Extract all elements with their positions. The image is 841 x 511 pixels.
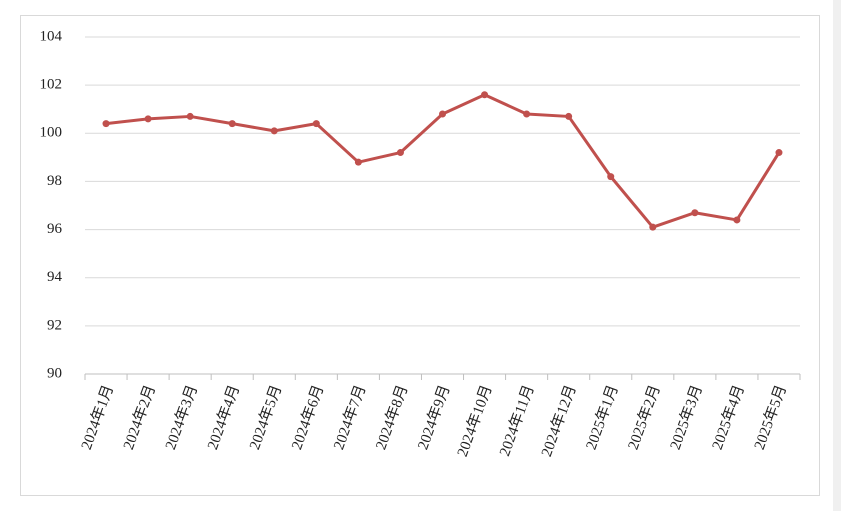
y-tick-label: 104 <box>40 28 63 44</box>
point <box>186 112 194 120</box>
point <box>607 173 615 181</box>
point <box>691 209 699 217</box>
y-tick-label: 96 <box>47 221 63 237</box>
chart-border <box>20 15 820 496</box>
point <box>228 120 236 128</box>
point <box>396 149 404 157</box>
y-tick-label: 100 <box>40 125 63 141</box>
y-tick-label: 94 <box>47 269 63 285</box>
point <box>733 216 741 224</box>
point <box>439 110 446 118</box>
point <box>565 112 573 120</box>
y-tick-label: 102 <box>40 77 63 93</box>
point <box>775 149 783 157</box>
point <box>270 127 278 135</box>
side-strip <box>833 0 841 511</box>
point <box>102 120 110 128</box>
point <box>354 158 362 166</box>
point <box>144 115 152 123</box>
point <box>649 223 657 231</box>
point <box>312 120 320 128</box>
point <box>523 110 531 118</box>
y-tick-label: 90 <box>47 365 62 381</box>
y-tick-label: 98 <box>47 173 62 189</box>
point <box>481 91 489 99</box>
y-tick-label: 92 <box>47 317 62 333</box>
